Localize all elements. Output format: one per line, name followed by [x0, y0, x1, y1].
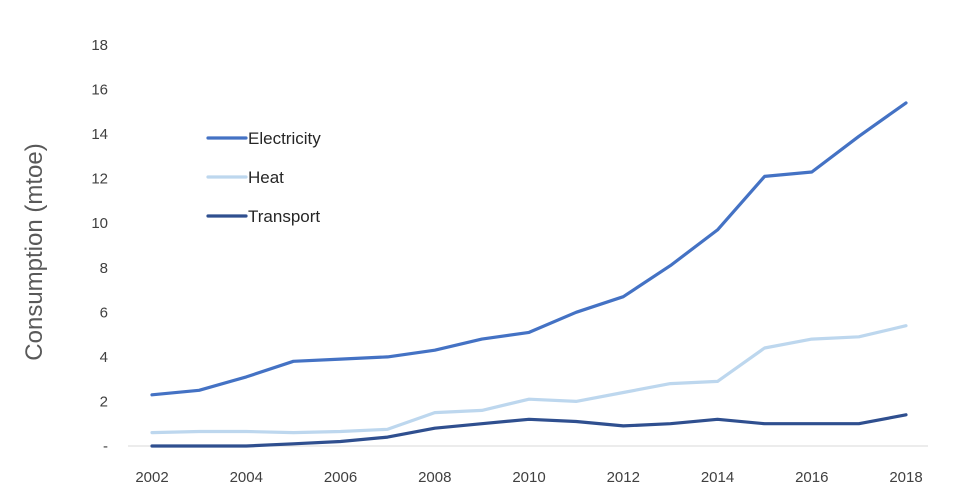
y-tick-label: 12	[91, 171, 108, 188]
y-axis: - 2 4 6 8 10 12 14 16 18	[91, 37, 108, 455]
series-line-transport	[150, 413, 908, 448]
series-line-heat	[150, 324, 908, 435]
y-tick-label: 6	[100, 304, 108, 321]
y-tick-label: -	[103, 438, 108, 455]
x-tick-label: 2016	[795, 469, 828, 486]
y-tick-label: 16	[91, 82, 108, 99]
legend-label-electricity: Electricity	[248, 129, 321, 148]
legend: Electricity Heat Transport	[206, 129, 321, 226]
x-axis: 2002 2004 2006 2008 2010 2012 2014 2016 2018	[128, 445, 928, 486]
x-tick-label: 2004	[230, 469, 263, 486]
series-layer	[150, 101, 908, 448]
x-tick-label: 2012	[607, 469, 640, 486]
legend-label-transport: Transport	[248, 207, 320, 226]
y-tick-label: 18	[91, 37, 108, 54]
x-tick-label: 2018	[889, 469, 922, 486]
y-axis-title: Consumption (mtoe)	[21, 143, 48, 360]
y-tick-label: 14	[91, 126, 108, 143]
legend-label-heat: Heat	[248, 168, 284, 187]
series-line-electricity	[150, 101, 908, 397]
x-tick-label: 2010	[512, 469, 545, 486]
y-tick-label: 4	[100, 349, 108, 366]
y-tick-label: 10	[91, 215, 108, 232]
x-tick-label: 2008	[418, 469, 451, 486]
y-tick-label: 2	[100, 393, 108, 410]
x-tick-label: 2006	[324, 469, 357, 486]
x-tick-label: 2014	[701, 469, 734, 486]
x-tick-label: 2002	[135, 469, 168, 486]
y-tick-label: 8	[100, 260, 108, 277]
